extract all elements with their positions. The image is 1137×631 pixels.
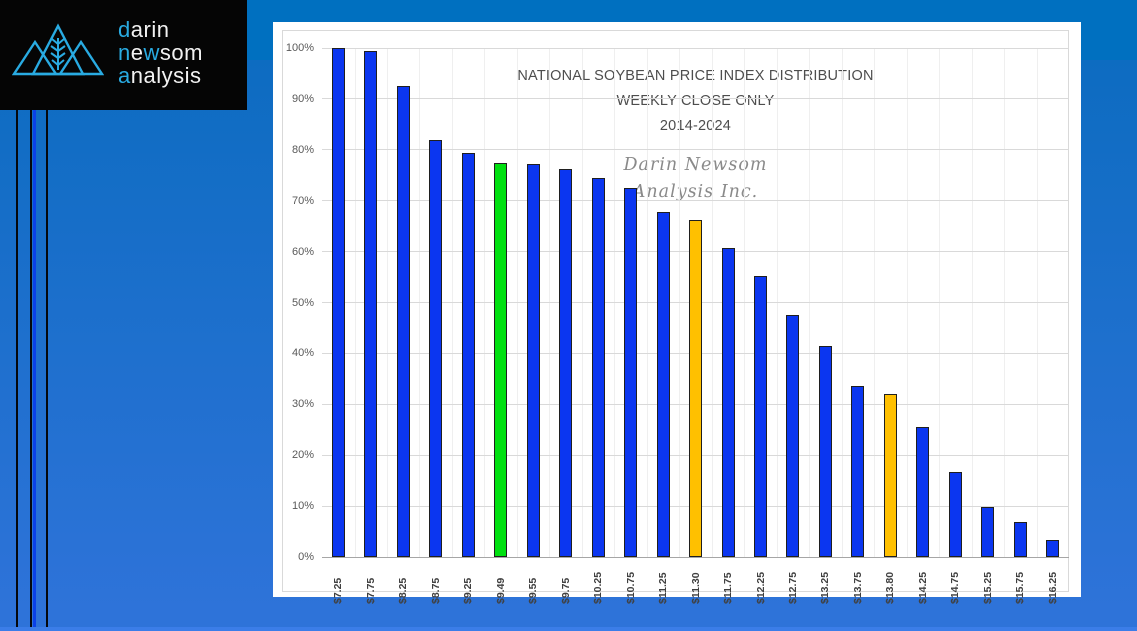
y-axis-label: 10% — [291, 500, 314, 513]
chart-panel: NATIONAL SOYBEAN PRICE INDEX DISTRIBUTIO… — [273, 22, 1081, 604]
x-axis-label: $8.25 — [397, 577, 410, 604]
bar-$12.25 — [754, 276, 767, 557]
x-axis-label: $7.25 — [332, 577, 345, 604]
gridline-100% — [322, 47, 1069, 49]
logo-word: darin — [118, 17, 170, 42]
chart-area-border — [282, 30, 1069, 592]
plot-area: 0% 10% 20% 30% 40% 50% 60% 70% 80% 90% 100% $7.25 $7… — [286, 42, 1069, 604]
bar-$9.49 — [494, 162, 508, 557]
x-axis-label: $13.75 — [851, 571, 864, 604]
bar-$12.75 — [786, 315, 800, 557]
bar-$11.25 — [656, 212, 670, 557]
bar-$9.25 — [461, 153, 475, 557]
y-axis-label: 30% — [291, 398, 314, 411]
chart-title-line1: NATIONAL SOYBEAN PRICE INDEX DISTRIBUTIO… — [517, 68, 874, 84]
x-axis-label: $11.75 — [722, 572, 734, 604]
bar-$10.25 — [591, 177, 605, 557]
pinstripe-line — [33, 110, 36, 627]
x-axis-label: $10.75 — [624, 571, 637, 604]
x-axis-label: $9.75 — [559, 577, 572, 604]
x-axis-label: $14.25 — [916, 571, 929, 604]
watermark-line2: Analysis Inc. — [632, 182, 759, 202]
x-axis-label: $9.55 — [527, 577, 540, 604]
chart-title-line2: WEEKLY CLOSE ONLY — [616, 93, 775, 109]
x-axis-label: $7.75 — [364, 577, 377, 604]
watermark: Darin Newsom Analysis Inc. — [322, 152, 1069, 206]
bar-$10.75 — [624, 188, 637, 557]
bar-$9.75 — [559, 168, 573, 557]
x-axis-label: $9.25 — [462, 577, 475, 604]
bar-$14.75 — [948, 471, 962, 557]
y-axis-label: 80% — [291, 143, 314, 156]
gridline-0% — [322, 556, 1069, 558]
bar-$15.25 — [981, 507, 995, 557]
background-bottom-strip — [0, 627, 1137, 631]
bar-$8.25 — [396, 86, 410, 557]
x-axis-label: $13.25 — [819, 571, 832, 604]
x-axis-label: $14.75 — [949, 571, 962, 604]
watermark-line1: Darin Newsom — [623, 155, 768, 175]
y-axis-label: 40% — [291, 347, 314, 360]
x-axis-label: $8.75 — [429, 577, 442, 604]
x-axis-label: $15.25 — [981, 571, 994, 604]
bar-$9.55 — [526, 164, 540, 557]
pinstripe-line — [30, 110, 32, 627]
x-axis-label: $10.25 — [592, 571, 605, 604]
x-axis-label: $11.25 — [657, 572, 669, 604]
bar-$8.75 — [429, 139, 443, 557]
y-axis-label: 50% — [291, 296, 314, 309]
x-axis-label: $16.25 — [1046, 571, 1059, 604]
x-axis-label: $12.75 — [786, 571, 799, 604]
y-axis-label: 70% — [291, 194, 314, 207]
pinstripe-line — [16, 110, 18, 627]
bar-$7.25 — [331, 48, 345, 557]
chart-title-line3: 2014-2024 — [659, 118, 732, 134]
bar-$13.25 — [818, 346, 832, 557]
y-axis-label: 20% — [291, 449, 314, 462]
logo: darin newsom analysis — [0, 0, 247, 110]
y-axis-label: 90% — [291, 92, 314, 105]
bar-$7.75 — [364, 50, 378, 557]
bar-$13.75 — [851, 385, 865, 557]
bar-$16.25 — [1046, 540, 1060, 557]
y-axis-label: 0% — [298, 551, 314, 563]
gridline-90% — [322, 98, 1069, 100]
logo-wordmark: darin newsom analysis — [118, 18, 203, 87]
bar-$14.25 — [916, 426, 930, 557]
gridline-80% — [322, 149, 1069, 151]
mountains-wheat-icon — [12, 23, 104, 76]
pinstripe-line — [46, 110, 48, 627]
x-axis-label: $13.80 — [884, 571, 897, 604]
bar-$11.75 — [721, 247, 735, 557]
x-axis-label: $15.75 — [1014, 571, 1027, 604]
gridline-70% — [322, 200, 1069, 202]
x-axis-label: $11.30 — [689, 572, 702, 604]
bar-$15.75 — [1013, 521, 1027, 557]
logo-word: analysis — [118, 63, 202, 88]
bar-$11.30 — [689, 220, 702, 557]
y-axis-label: 100% — [285, 42, 314, 54]
chart-title: NATIONAL SOYBEAN PRICE INDEX DISTRIBUTIO… — [322, 64, 1069, 139]
x-axis-label: $12.25 — [754, 571, 767, 604]
y-axis-label: 60% — [291, 245, 314, 258]
bar-$13.80 — [883, 393, 897, 557]
logo-word: newsom — [118, 40, 203, 65]
x-axis-label: $9.49 — [494, 577, 507, 604]
